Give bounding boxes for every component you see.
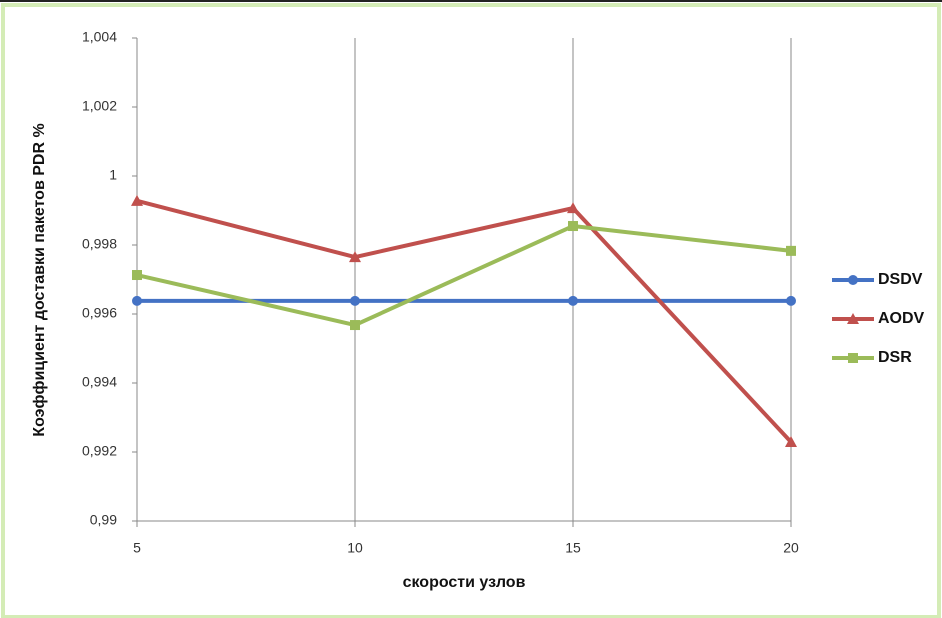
x-tick-label: 5: [133, 540, 141, 556]
marker: [568, 221, 578, 232]
marker: [349, 251, 361, 263]
marker: [567, 202, 579, 214]
marker: [350, 320, 360, 331]
legend-label: AODV: [878, 310, 925, 327]
legend-label: DSR: [878, 349, 912, 366]
x-tick-label: 20: [783, 540, 799, 556]
x-tick-label: 15: [565, 540, 581, 556]
series-line: [136, 198, 793, 444]
marker: [132, 270, 142, 281]
marker: [785, 435, 797, 447]
marker: [350, 295, 360, 306]
legend-marker: [847, 313, 859, 324]
y-tick-label: 1,002: [82, 98, 117, 114]
marker: [131, 194, 143, 206]
chart-frame: [1, 3, 941, 618]
y-tick-label: 1: [109, 167, 117, 183]
marker: [568, 295, 578, 306]
series-line: [136, 224, 792, 328]
y-tick-label: 0,99: [90, 512, 117, 528]
legend-marker: [848, 353, 858, 363]
y-tick-label: 1,004: [82, 29, 117, 45]
marker: [786, 245, 796, 256]
y-tick-label: 0,996: [82, 305, 117, 321]
y-tick-label: 0,994: [82, 374, 117, 390]
top-border: [0, 0, 942, 2]
x-axis-label: скорости узлов: [403, 574, 526, 591]
y-tick-label: 0,992: [82, 443, 117, 459]
y-axis-label: Коэффициент доставки пакетов PDR %: [31, 123, 48, 436]
legend-marker: [848, 275, 858, 285]
marker: [786, 295, 796, 306]
marker: [132, 295, 142, 306]
legend-label: DSDV: [878, 271, 923, 288]
x-tick-label: 10: [347, 540, 363, 556]
y-tick-label: 0,998: [82, 236, 117, 252]
